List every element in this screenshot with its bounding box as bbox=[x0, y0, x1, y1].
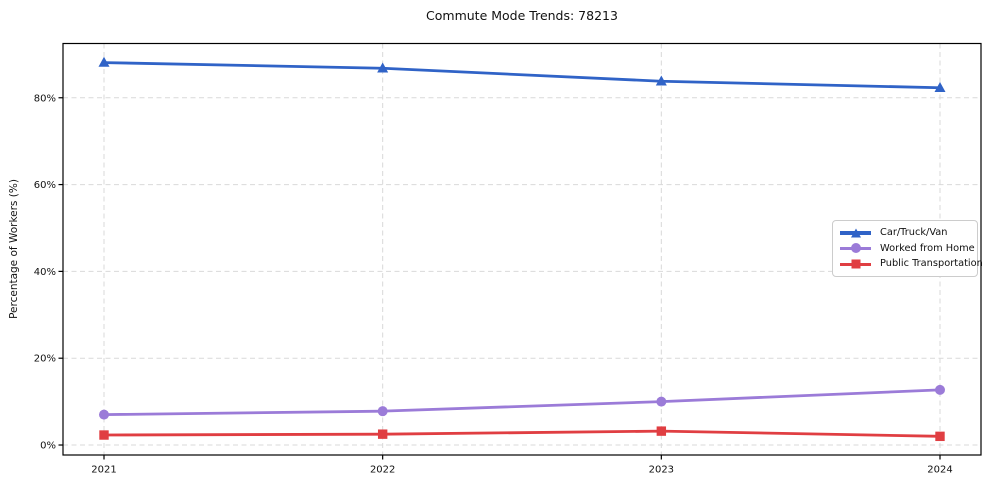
series-line bbox=[102, 429, 942, 438]
data-point-square bbox=[656, 426, 667, 436]
axes-border bbox=[62, 42, 982, 456]
series-line bbox=[102, 61, 942, 90]
legend-item-public-transportation: Public Transportation bbox=[840, 258, 983, 270]
data-point-square bbox=[377, 429, 388, 439]
legend-item-worked-from-home: Worked from Home bbox=[840, 242, 975, 254]
legend-label: Car/Truck/Van bbox=[880, 226, 948, 238]
data-point-square bbox=[99, 430, 109, 440]
x-tick-label: 2023 bbox=[649, 465, 674, 476]
line-square-marker-icon bbox=[840, 258, 871, 270]
y-tick-label: 0% bbox=[40, 441, 56, 452]
data-point-triangle bbox=[655, 75, 667, 86]
x-tick-label: 2024 bbox=[927, 465, 952, 476]
data-point-triangle bbox=[377, 62, 389, 73]
legend: Car/Truck/Van Worked from Home Public Tr… bbox=[832, 220, 983, 277]
y-tick-label: 80% bbox=[34, 93, 56, 104]
legend-item-car-truck-van: Car/Truck/Van bbox=[840, 227, 971, 239]
y-tick-label: 60% bbox=[34, 180, 56, 191]
data-point-circle bbox=[99, 409, 109, 420]
y-tick-label: 20% bbox=[34, 354, 56, 365]
legend-label: Public Transportation bbox=[880, 258, 983, 270]
line-triangle-marker-icon bbox=[840, 227, 871, 239]
x-tick-label: 2022 bbox=[370, 465, 395, 476]
series-line bbox=[102, 388, 942, 417]
data-point-square bbox=[935, 431, 945, 442]
data-point-circle bbox=[935, 384, 945, 395]
data-point-triangle bbox=[98, 56, 110, 67]
y-tick-label: 40% bbox=[34, 267, 56, 278]
data-point-triangle bbox=[934, 81, 946, 92]
legend-label: Worked from Home bbox=[880, 242, 975, 254]
line-circle-marker-icon bbox=[840, 242, 871, 254]
chart-title: Commute Mode Trends: 78213 bbox=[426, 8, 618, 23]
data-point-circle bbox=[656, 396, 667, 407]
data-point-circle bbox=[377, 406, 388, 417]
x-tick-label: 2021 bbox=[91, 465, 116, 476]
